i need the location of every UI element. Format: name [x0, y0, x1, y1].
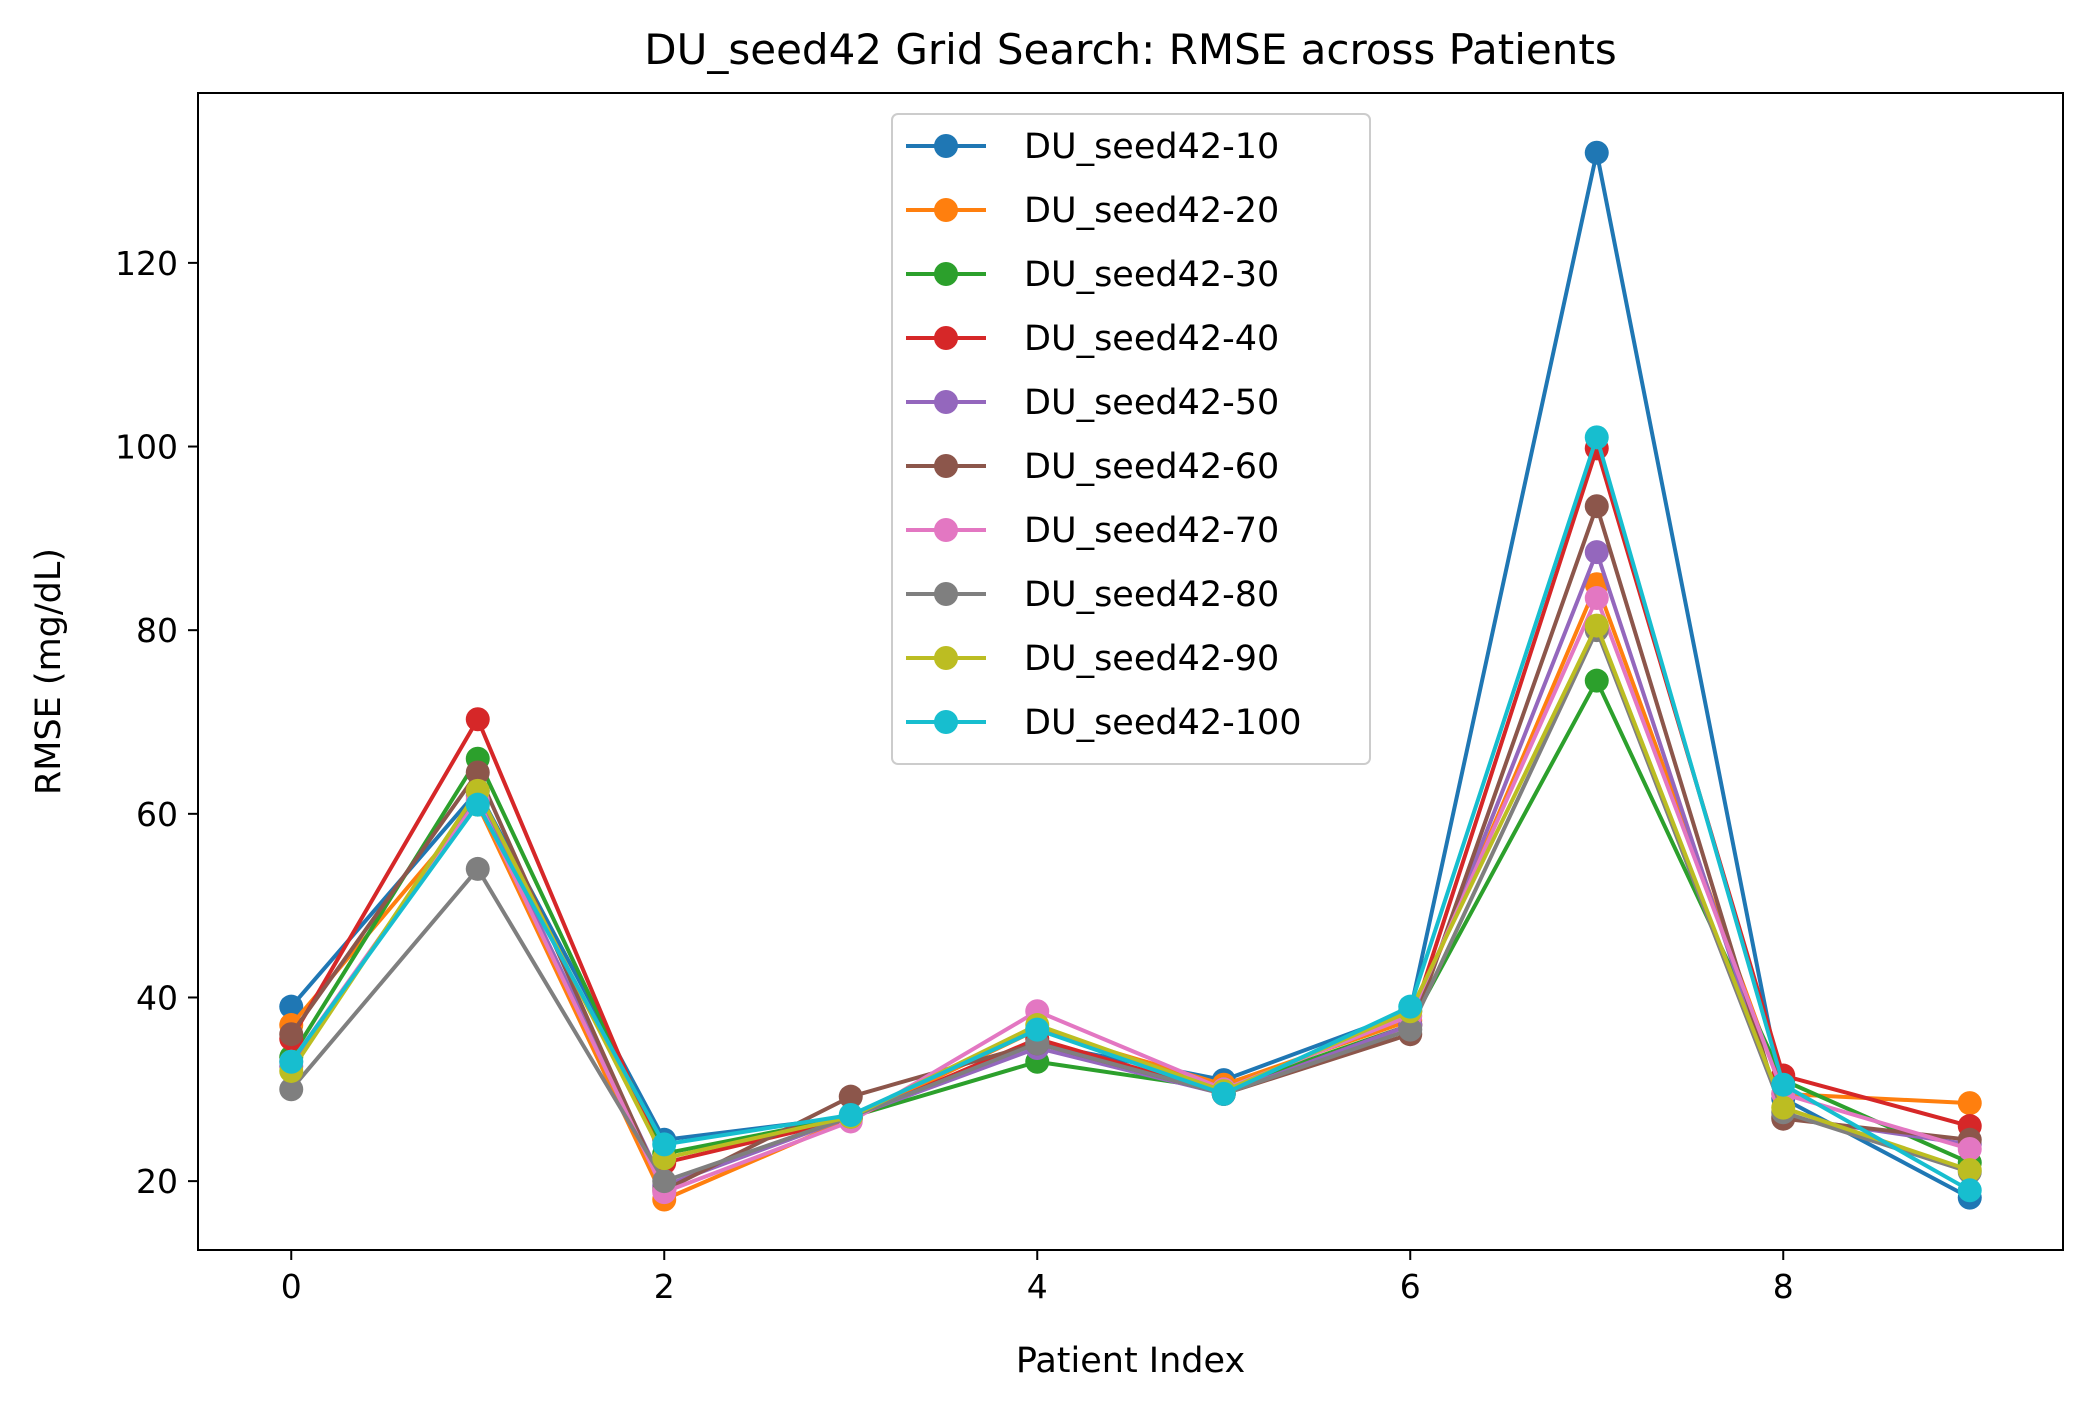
- data-point-DU_seed42-90-7: [1584, 613, 1609, 638]
- legend-item-DU_seed42-70: DU_seed42-70: [906, 511, 1279, 551]
- legend-swatch-marker: [934, 582, 958, 606]
- data-point-DU_seed42-100-5: [1211, 1081, 1236, 1106]
- data-point-DU_seed42-20-9: [1957, 1091, 1982, 1116]
- legend-item-DU_seed42-90: DU_seed42-90: [906, 639, 1279, 679]
- data-point-DU_seed42-40-1: [465, 707, 490, 732]
- data-point-DU_seed42-100-2: [652, 1132, 677, 1157]
- data-point-DU_seed42-100-4: [1025, 1017, 1050, 1042]
- data-point-DU_seed42-90-9: [1957, 1158, 1982, 1183]
- legend-label: DU_seed42-50: [1024, 383, 1279, 423]
- legend-label: DU_seed42-60: [1024, 447, 1279, 487]
- legend-swatch-marker: [934, 262, 958, 286]
- legend-item-DU_seed42-100: DU_seed42-100: [906, 703, 1302, 743]
- x-tick-label: 6: [1400, 1267, 1421, 1306]
- data-point-DU_seed42-80-6: [1398, 1017, 1423, 1042]
- series-line-DU_seed42-30: [289, 678, 1971, 1165]
- y-tick-label: 100: [115, 428, 178, 467]
- data-point-DU_seed42-100-0: [279, 1049, 304, 1074]
- data-point-DU_seed42-80-0: [279, 1077, 304, 1102]
- series-DU_seed42-100: [279, 425, 1982, 1203]
- legend-label: DU_seed42-40: [1024, 319, 1279, 359]
- legend-swatch-marker: [934, 454, 958, 478]
- legend-item-DU_seed42-50: DU_seed42-50: [906, 383, 1279, 423]
- data-point-DU_seed42-80-2: [652, 1169, 677, 1194]
- legend-item-DU_seed42-20: DU_seed42-20: [906, 191, 1279, 231]
- legend-swatch-marker: [934, 134, 958, 158]
- legend-item-DU_seed42-40: DU_seed42-40: [906, 319, 1279, 359]
- legend-label: DU_seed42-30: [1024, 255, 1279, 295]
- x-tick-label: 4: [1027, 1267, 1048, 1306]
- data-point-DU_seed42-50-7: [1584, 540, 1609, 565]
- data-point-DU_seed42-90-8: [1771, 1095, 1796, 1120]
- legend-swatch-marker: [934, 390, 958, 414]
- data-point-DU_seed42-100-1: [465, 792, 490, 817]
- legend-label: DU_seed42-70: [1024, 511, 1279, 551]
- x-tick-label: 0: [281, 1267, 302, 1306]
- data-point-DU_seed42-60-7: [1584, 494, 1609, 519]
- legend-swatch-marker: [934, 198, 958, 222]
- data-point-DU_seed42-30-7: [1584, 668, 1609, 693]
- chart-title: DU_seed42 Grid Search: RMSE across Patie…: [644, 25, 1616, 74]
- series-line-DU_seed42-100: [289, 435, 1971, 1193]
- data-point-DU_seed42-10-7: [1584, 140, 1609, 165]
- legend-item-DU_seed42-80: DU_seed42-80: [906, 575, 1279, 615]
- legend-swatch-marker: [934, 710, 958, 734]
- data-point-DU_seed42-100-6: [1398, 994, 1423, 1019]
- legend-label: DU_seed42-100: [1024, 703, 1302, 743]
- y-tick-label: 40: [136, 978, 178, 1017]
- series-layer: [279, 140, 1982, 1212]
- y-tick-label: 80: [136, 611, 178, 650]
- y-tick-label: 20: [136, 1162, 178, 1201]
- y-tick-label: 120: [115, 244, 178, 283]
- legend-box: [891, 113, 1371, 765]
- y-tick-label: 60: [136, 795, 178, 834]
- legend-swatch-marker: [934, 646, 958, 670]
- y-axis-label: RMSE (mg/dL): [29, 548, 69, 795]
- data-point-DU_seed42-100-8: [1771, 1072, 1796, 1097]
- legend-swatch-marker: [934, 326, 958, 350]
- data-point-DU_seed42-60-3: [838, 1084, 863, 1109]
- legend-swatch-marker: [934, 518, 958, 542]
- x-tick-label: 8: [1773, 1267, 1794, 1306]
- legend-label: DU_seed42-10: [1024, 127, 1279, 167]
- legend-item-DU_seed42-30: DU_seed42-30: [906, 255, 1279, 295]
- data-point-DU_seed42-70-7: [1584, 586, 1609, 611]
- legend-item-DU_seed42-10: DU_seed42-10: [906, 127, 1279, 167]
- data-point-DU_seed42-60-1: [465, 760, 490, 785]
- legend-label: DU_seed42-20: [1024, 191, 1279, 231]
- legend: DU_seed42-10 DU_seed42-20 DU_seed42-30 DU_s…: [891, 113, 1371, 765]
- legend-label: DU_seed42-80: [1024, 575, 1279, 615]
- data-point-DU_seed42-60-0: [279, 1022, 304, 1047]
- data-point-DU_seed42-80-1: [465, 856, 490, 881]
- legend-label: DU_seed42-90: [1024, 639, 1279, 679]
- data-point-DU_seed42-100-9: [1957, 1178, 1982, 1203]
- x-tick-label: 2: [654, 1267, 675, 1306]
- legend-item-DU_seed42-60: DU_seed42-60: [906, 447, 1279, 487]
- x-axis: 0 2 4 6 8: [281, 1250, 1794, 1306]
- data-point-DU_seed42-100-3: [838, 1103, 863, 1128]
- series-line-DU_seed42-50: [289, 550, 1971, 1188]
- x-axis-label: Patient Index: [1016, 1341, 1245, 1381]
- data-point-DU_seed42-10-0: [279, 994, 304, 1019]
- data-point-DU_seed42-70-9: [1957, 1136, 1982, 1161]
- data-point-DU_seed42-100-7: [1584, 425, 1609, 450]
- y-axis: 20 40 60 80 100 120: [115, 244, 198, 1201]
- plot-area-frame: [197, 92, 2064, 1251]
- series-line-DU_seed42-70: [289, 596, 1971, 1195]
